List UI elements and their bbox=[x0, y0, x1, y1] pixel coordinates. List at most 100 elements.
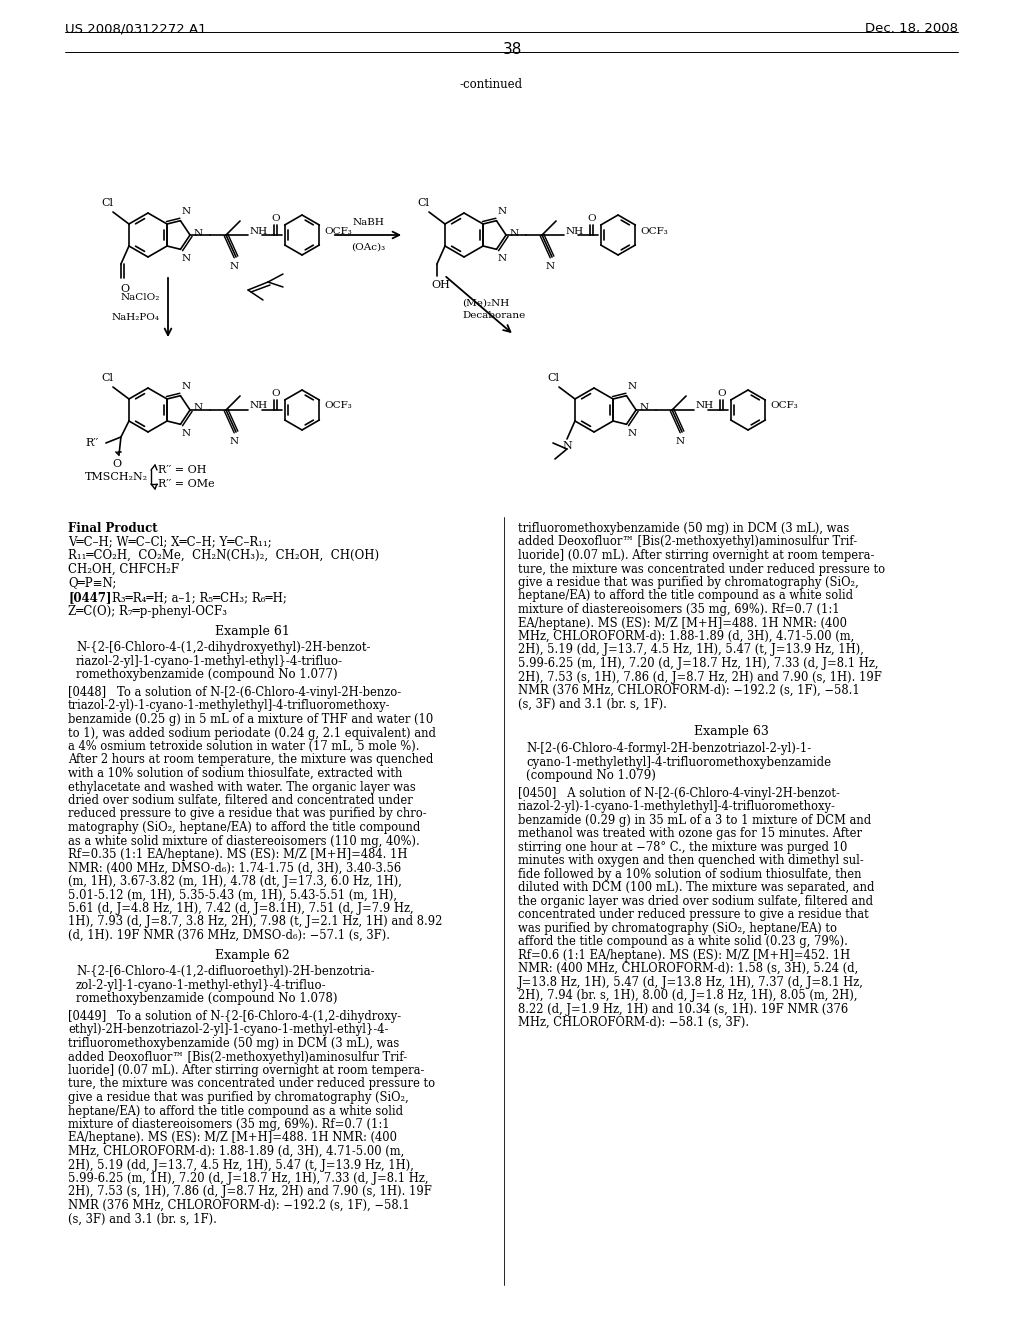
Text: 5.01-5.12 (m, 1H), 5.35-5.43 (m, 1H), 5.43-5.51 (m, 1H),: 5.01-5.12 (m, 1H), 5.35-5.43 (m, 1H), 5.… bbox=[68, 888, 397, 902]
Text: 2H), 5.19 (dd, J=13.7, 4.5 Hz, 1H), 5.47 (t, J=13.9 Hz, 1H),: 2H), 5.19 (dd, J=13.7, 4.5 Hz, 1H), 5.47… bbox=[518, 644, 864, 656]
Text: Example 63: Example 63 bbox=[693, 725, 768, 738]
Text: N: N bbox=[509, 228, 518, 238]
Text: EA/heptane). MS (ES): M/Z [M+H]=488. 1H NMR: (400: EA/heptane). MS (ES): M/Z [M+H]=488. 1H … bbox=[518, 616, 847, 630]
Text: to 1), was added sodium periodate (0.24 g, 2.1 equivalent) and: to 1), was added sodium periodate (0.24 … bbox=[68, 726, 436, 739]
Text: mixture of diastereoisomers (35 mg, 69%). Rf=0.7 (1:1: mixture of diastereoisomers (35 mg, 69%)… bbox=[518, 603, 840, 616]
Text: zol-2-yl]-1-cyano-1-methyl-ethyl}-4-trifluo-: zol-2-yl]-1-cyano-1-methyl-ethyl}-4-trif… bbox=[76, 979, 327, 991]
Text: O: O bbox=[121, 284, 129, 294]
Text: romethoxybenzamide (compound No 1.077): romethoxybenzamide (compound No 1.077) bbox=[76, 668, 338, 681]
Text: MHz, CHLOROFORM-d): 1.88-1.89 (d, 3H), 4.71-5.00 (m,: MHz, CHLOROFORM-d): 1.88-1.89 (d, 3H), 4… bbox=[68, 1144, 404, 1158]
Text: heptane/EA) to afford the title compound as a white solid: heptane/EA) to afford the title compound… bbox=[518, 590, 853, 602]
Text: as a white solid mixture of diastereoisomers (110 mg, 40%).: as a white solid mixture of diastereoiso… bbox=[68, 834, 420, 847]
Text: NaBH: NaBH bbox=[352, 218, 384, 227]
Text: (d, 1H). 19F NMR (376 MHz, DMSO-d₆): −57.1 (s, 3F).: (d, 1H). 19F NMR (376 MHz, DMSO-d₆): −57… bbox=[68, 929, 390, 942]
Text: 5.99-6.25 (m, 1H), 7.20 (d, J=18.7 Hz, 1H), 7.33 (d, J=8.1 Hz,: 5.99-6.25 (m, 1H), 7.20 (d, J=18.7 Hz, 1… bbox=[518, 657, 879, 671]
Text: luoride] (0.07 mL). After stirring overnight at room tempera-: luoride] (0.07 mL). After stirring overn… bbox=[518, 549, 874, 562]
Text: N: N bbox=[562, 441, 571, 451]
Text: Cl: Cl bbox=[547, 374, 559, 383]
Text: mixture of diastereoisomers (35 mg, 69%). Rf=0.7 (1:1: mixture of diastereoisomers (35 mg, 69%)… bbox=[68, 1118, 389, 1131]
Text: NH: NH bbox=[249, 401, 267, 411]
Text: Z═C(O); R₇═p-phenyl-OCF₃: Z═C(O); R₇═p-phenyl-OCF₃ bbox=[68, 605, 227, 618]
Text: (OAc)₃: (OAc)₃ bbox=[351, 243, 385, 252]
Text: EA/heptane). MS (ES): M/Z [M+H]=488. 1H NMR: (400: EA/heptane). MS (ES): M/Z [M+H]=488. 1H … bbox=[68, 1131, 397, 1144]
Text: N-[2-(6-Chloro-4-formyl-2H-benzotriazol-2-yl)-1-: N-[2-(6-Chloro-4-formyl-2H-benzotriazol-… bbox=[526, 742, 811, 755]
Text: 8.22 (d, J=1.9 Hz, 1H) and 10.34 (s, 1H). 19F NMR (376: 8.22 (d, J=1.9 Hz, 1H) and 10.34 (s, 1H)… bbox=[518, 1003, 848, 1015]
Text: diluted with DCM (100 mL). The mixture was separated, and: diluted with DCM (100 mL). The mixture w… bbox=[518, 882, 874, 894]
Text: NMR: (400 MHz, DMSO-d₆): 1.74-1.75 (d, 3H), 3.40-3.56: NMR: (400 MHz, DMSO-d₆): 1.74-1.75 (d, 3… bbox=[68, 862, 401, 874]
Text: Cl: Cl bbox=[417, 198, 429, 209]
Text: (m, 1H), 3.67-3.82 (m, 1H), 4.78 (dt, J=17.3, 6.0 Hz, 1H),: (m, 1H), 3.67-3.82 (m, 1H), 4.78 (dt, J=… bbox=[68, 875, 401, 888]
Text: 2H), 7.53 (s, 1H), 7.86 (d, J=8.7 Hz, 2H) and 7.90 (s, 1H). 19F: 2H), 7.53 (s, 1H), 7.86 (d, J=8.7 Hz, 2H… bbox=[518, 671, 882, 684]
Text: R′′: R′′ bbox=[86, 438, 99, 447]
Text: Example 61: Example 61 bbox=[215, 626, 290, 639]
Text: romethoxybenzamide (compound No 1.078): romethoxybenzamide (compound No 1.078) bbox=[76, 993, 338, 1006]
Text: O: O bbox=[271, 389, 281, 399]
Text: (compound No 1.079): (compound No 1.079) bbox=[526, 770, 656, 781]
Text: Decaborane: Decaborane bbox=[462, 312, 525, 319]
Text: N: N bbox=[676, 437, 685, 446]
Text: V═C–H; W═C–Cl; X═C–H; Y═C–R₁₁;: V═C–H; W═C–Cl; X═C–H; Y═C–R₁₁; bbox=[68, 536, 271, 549]
Text: riazol-2-yl)-1-cyano-1-methylethyl]-4-trifluoromethoxy-: riazol-2-yl)-1-cyano-1-methylethyl]-4-tr… bbox=[518, 800, 836, 813]
Text: MHz, CHLOROFORM-d): −58.1 (s, 3F).: MHz, CHLOROFORM-d): −58.1 (s, 3F). bbox=[518, 1016, 750, 1030]
Text: 2H), 7.94 (br. s, 1H), 8.00 (d, J=1.8 Hz, 1H), 8.05 (m, 2H),: 2H), 7.94 (br. s, 1H), 8.00 (d, J=1.8 Hz… bbox=[518, 989, 857, 1002]
Text: (Me)₂NH: (Me)₂NH bbox=[462, 300, 509, 308]
Text: [0447]: [0447] bbox=[68, 591, 112, 605]
Text: O: O bbox=[718, 389, 726, 399]
Text: methanol was treated with ozone gas for 15 minutes. After: methanol was treated with ozone gas for … bbox=[518, 828, 862, 840]
Text: added Deoxofluor™ [Bis(2-methoxyethyl)aminosulfur Trif-: added Deoxofluor™ [Bis(2-methoxyethyl)am… bbox=[68, 1051, 408, 1064]
Text: Cl: Cl bbox=[101, 198, 113, 209]
Text: NMR (376 MHz, CHLOROFORM-d): −192.2 (s, 1F), −58.1: NMR (376 MHz, CHLOROFORM-d): −192.2 (s, … bbox=[68, 1199, 410, 1212]
Text: N: N bbox=[628, 381, 637, 391]
Text: benzamide (0.25 g) in 5 mL of a mixture of THF and water (10: benzamide (0.25 g) in 5 mL of a mixture … bbox=[68, 713, 433, 726]
Text: R′′ = OH: R′′ = OH bbox=[158, 465, 207, 475]
Text: NMR: (400 MHz, CHLOROFORM-d): 1.58 (s, 3H), 5.24 (d,: NMR: (400 MHz, CHLOROFORM-d): 1.58 (s, 3… bbox=[518, 962, 858, 975]
Text: OCF₃: OCF₃ bbox=[324, 401, 352, 411]
Text: matography (SiO₂, heptane/EA) to afford the title compound: matography (SiO₂, heptane/EA) to afford … bbox=[68, 821, 421, 834]
Text: trifluoromethoxybenzamide (50 mg) in DCM (3 mL), was: trifluoromethoxybenzamide (50 mg) in DCM… bbox=[518, 521, 849, 535]
Text: O: O bbox=[271, 214, 281, 223]
Text: N: N bbox=[229, 437, 239, 446]
Text: N: N bbox=[498, 207, 507, 215]
Text: afford the title compound as a white solid (0.23 g, 79%).: afford the title compound as a white sol… bbox=[518, 935, 848, 948]
Text: TMSCH₂N₂: TMSCH₂N₂ bbox=[85, 473, 148, 482]
Text: Example 62: Example 62 bbox=[215, 949, 290, 962]
Text: concentrated under reduced pressure to give a residue that: concentrated under reduced pressure to g… bbox=[518, 908, 868, 921]
Text: N: N bbox=[546, 261, 555, 271]
Text: N: N bbox=[193, 228, 202, 238]
Text: riazol-2-yl]-1-cyano-1-methyl-ethyl}-4-trifluo-: riazol-2-yl]-1-cyano-1-methyl-ethyl}-4-t… bbox=[76, 655, 343, 668]
Text: R′′ = OMe: R′′ = OMe bbox=[158, 479, 215, 488]
Text: triazol-2-yl)-1-cyano-1-methylethyl]-4-trifluoromethoxy-: triazol-2-yl)-1-cyano-1-methylethyl]-4-t… bbox=[68, 700, 390, 713]
Text: -continued: -continued bbox=[460, 78, 523, 91]
Text: minutes with oxygen and then quenched with dimethyl sul-: minutes with oxygen and then quenched wi… bbox=[518, 854, 864, 867]
Text: NH: NH bbox=[565, 227, 583, 235]
Text: trifluoromethoxybenzamide (50 mg) in DCM (3 mL), was: trifluoromethoxybenzamide (50 mg) in DCM… bbox=[68, 1038, 399, 1049]
Text: N: N bbox=[229, 261, 239, 271]
Text: N: N bbox=[498, 255, 507, 263]
Text: O: O bbox=[113, 459, 122, 469]
Text: OCF₃: OCF₃ bbox=[324, 227, 352, 235]
Text: NH: NH bbox=[249, 227, 267, 235]
Text: ethyl)-2H-benzotriazol-2-yl]-1-cyano-1-methyl-ethyl}-4-: ethyl)-2H-benzotriazol-2-yl]-1-cyano-1-m… bbox=[68, 1023, 388, 1036]
Text: CH₂OH, CHFCH₂F: CH₂OH, CHFCH₂F bbox=[68, 562, 179, 576]
Text: ture, the mixture was concentrated under reduced pressure to: ture, the mixture was concentrated under… bbox=[518, 562, 885, 576]
Text: the organic layer was dried over sodium sulfate, filtered and: the organic layer was dried over sodium … bbox=[518, 895, 873, 908]
Text: 2H), 7.53 (s, 1H), 7.86 (d, J=8.7 Hz, 2H) and 7.90 (s, 1H). 19F: 2H), 7.53 (s, 1H), 7.86 (d, J=8.7 Hz, 2H… bbox=[68, 1185, 432, 1199]
Text: After 2 hours at room temperature, the mixture was quenched: After 2 hours at room temperature, the m… bbox=[68, 754, 433, 767]
Text: cyano-1-methylethyl]-4-trifluoromethoxybenzamide: cyano-1-methylethyl]-4-trifluoromethoxyb… bbox=[526, 755, 831, 768]
Text: J=13.8 Hz, 1H), 5.47 (d, J=13.8 Hz, 1H), 7.37 (d, J=8.1 Hz,: J=13.8 Hz, 1H), 5.47 (d, J=13.8 Hz, 1H),… bbox=[518, 975, 864, 989]
Text: luoride] (0.07 mL). After stirring overnight at room tempera-: luoride] (0.07 mL). After stirring overn… bbox=[68, 1064, 424, 1077]
Text: a 4% osmium tetroxide solution in water (17 mL, 5 mole %).: a 4% osmium tetroxide solution in water … bbox=[68, 741, 420, 752]
Text: stirring one hour at −78° C., the mixture was purged 10: stirring one hour at −78° C., the mixtur… bbox=[518, 841, 848, 854]
Text: N: N bbox=[639, 404, 648, 412]
Text: Rf=0.35 (1:1 EA/heptane). MS (ES): M/Z [M+H]=484. 1H: Rf=0.35 (1:1 EA/heptane). MS (ES): M/Z [… bbox=[68, 847, 408, 861]
Text: OCF₃: OCF₃ bbox=[640, 227, 668, 235]
Text: give a residue that was purified by chromatography (SiO₂,: give a residue that was purified by chro… bbox=[68, 1092, 409, 1104]
Text: was purified by chromatography (SiO₂, heptane/EA) to: was purified by chromatography (SiO₂, he… bbox=[518, 921, 837, 935]
Text: O: O bbox=[588, 214, 596, 223]
Text: 38: 38 bbox=[503, 42, 521, 57]
Text: N: N bbox=[181, 207, 190, 215]
Text: added Deoxofluor™ [Bis(2-methoxyethyl)aminosulfur Trif-: added Deoxofluor™ [Bis(2-methoxyethyl)am… bbox=[518, 536, 857, 549]
Text: with a 10% solution of sodium thiosulfate, extracted with: with a 10% solution of sodium thiosulfat… bbox=[68, 767, 402, 780]
Text: dried over sodium sulfate, filtered and concentrated under: dried over sodium sulfate, filtered and … bbox=[68, 795, 413, 807]
Text: N: N bbox=[193, 404, 202, 412]
